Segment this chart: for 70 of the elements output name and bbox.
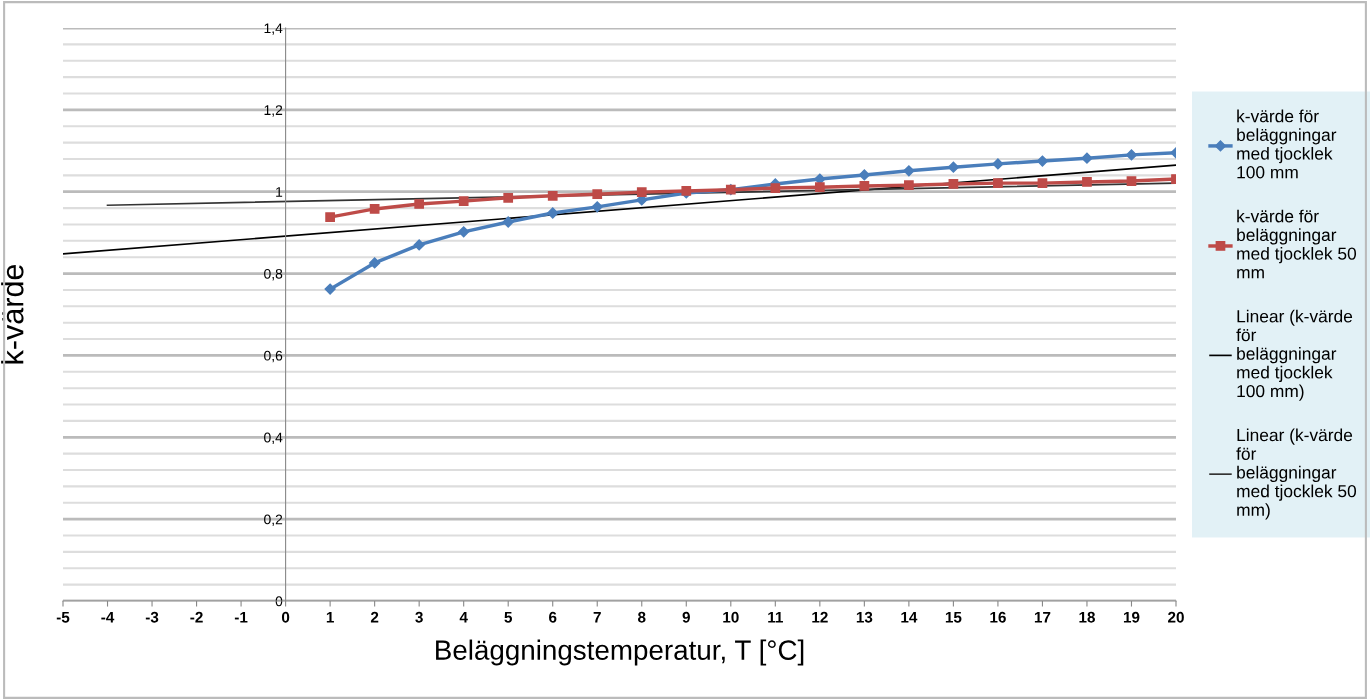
point xyxy=(858,169,870,181)
point xyxy=(503,192,514,203)
x-tick-label: 14 xyxy=(901,611,918,623)
x-tick-label: 18 xyxy=(1079,611,1095,623)
x-tick-label: 11 xyxy=(768,611,783,623)
legend-label: Linear (k-värde för beläggningar med tjocklek 100 mm) xyxy=(1236,309,1353,401)
point xyxy=(1081,152,1093,164)
point xyxy=(592,189,603,200)
x-tick-label: 19 xyxy=(1123,611,1140,623)
x-tick-label: -1 xyxy=(234,611,248,623)
point xyxy=(414,199,425,209)
x-tick-label: 8 xyxy=(638,611,646,623)
point xyxy=(502,216,514,228)
point xyxy=(636,187,647,197)
point xyxy=(413,239,425,251)
x-tick-label: 7 xyxy=(593,611,601,623)
y-tick-label: 1 xyxy=(276,187,283,197)
x-tick-label: -2 xyxy=(190,611,203,623)
y-tick-label: 0,4 xyxy=(264,432,283,445)
point xyxy=(1036,155,1049,167)
point xyxy=(325,212,335,222)
y-tick-label: 0,8 xyxy=(264,268,283,281)
point xyxy=(458,226,470,238)
x-tick-label: 6 xyxy=(549,611,557,623)
x-tick-label: 5 xyxy=(504,611,513,623)
x-tick-label: 13 xyxy=(856,611,873,623)
x-tick-label: 1 xyxy=(326,611,334,623)
point xyxy=(547,190,558,201)
y-tick-label: 0,2 xyxy=(264,514,283,526)
x-tick-label: 10 xyxy=(723,611,739,623)
x-tick-label: 20 xyxy=(1168,611,1184,623)
point xyxy=(814,182,825,193)
point xyxy=(547,207,559,219)
point xyxy=(770,183,781,193)
point xyxy=(1037,178,1048,188)
legend-label: k-värde för beläggningar med tjocklek 50 mm xyxy=(1237,209,1357,279)
x-tick-label: 3 xyxy=(415,611,423,623)
x-tick-label: 9 xyxy=(682,611,690,623)
x-tick-label: 12 xyxy=(812,611,828,623)
y-tick-label: 0,6 xyxy=(264,350,283,363)
point xyxy=(458,196,469,206)
x-axis-title: Beläggningstemperatur, T [°C] xyxy=(436,639,804,666)
x-tick-label: 16 xyxy=(990,611,1006,623)
x-tick-label: -4 xyxy=(101,611,115,623)
x-tick-label: 15 xyxy=(945,611,962,623)
point xyxy=(1125,149,1138,161)
y-tick-label: 1,2 xyxy=(264,105,283,117)
y-axis-title: k-värde xyxy=(1,264,24,364)
legend-label: Linear (k-värde för beläggningar med tjocklek 50 mm) xyxy=(1236,428,1357,520)
legend-label: k-värde för beläggningar med tjocklek 100 mm xyxy=(1237,109,1337,179)
x-tick-label: -3 xyxy=(145,611,159,623)
x-tick-label: 2 xyxy=(370,611,379,623)
point xyxy=(369,204,380,214)
x-tick-label: 17 xyxy=(1034,611,1051,623)
point xyxy=(992,158,1004,170)
point xyxy=(993,178,1003,188)
point xyxy=(859,181,870,191)
point xyxy=(947,161,960,173)
y-tick-label: 0 xyxy=(275,596,283,607)
point xyxy=(948,179,959,189)
point xyxy=(369,257,381,269)
point xyxy=(1082,177,1092,187)
point xyxy=(324,283,336,295)
y-tick-label: 1,4 xyxy=(264,23,283,35)
point xyxy=(591,201,603,213)
point xyxy=(904,180,914,191)
x-tick-label: -5 xyxy=(56,611,70,623)
x-tick-label: 4 xyxy=(459,611,468,623)
point xyxy=(1126,176,1137,186)
point xyxy=(903,165,915,177)
